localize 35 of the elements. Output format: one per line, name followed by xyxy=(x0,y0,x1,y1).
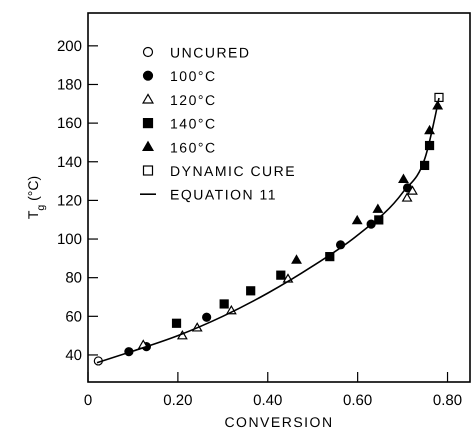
point xyxy=(220,299,229,309)
legend-label: EQUATION 11 xyxy=(170,186,278,203)
legend-label: UNCURED xyxy=(170,44,250,60)
y-tick-label: 200 xyxy=(56,38,82,55)
x-tick-label: 0 xyxy=(84,392,92,409)
y-tick-label: 60 xyxy=(65,308,82,326)
point xyxy=(276,270,286,280)
x-tick-label: 0.40 xyxy=(253,392,282,409)
point xyxy=(202,312,212,322)
y-tick-label: 40 xyxy=(65,346,82,364)
x-axis-title: CONVERSION xyxy=(224,414,334,430)
point xyxy=(402,192,412,202)
y-tick-label: 80 xyxy=(65,270,82,287)
point xyxy=(352,215,362,224)
legend-label: 120°C xyxy=(170,92,217,108)
point xyxy=(246,286,256,296)
point xyxy=(407,186,418,195)
x-tick-label: 0.60 xyxy=(343,392,372,409)
y-tick-label: 140 xyxy=(56,154,82,171)
legend-label: 140°C xyxy=(170,116,217,132)
x-tick-label: 0.80 xyxy=(432,392,462,409)
point xyxy=(172,318,182,328)
x-tick-label: 0.20 xyxy=(163,392,192,409)
point xyxy=(424,125,435,134)
point xyxy=(372,204,383,213)
legend-label: 160°C xyxy=(170,139,217,156)
y-tick-label: 120 xyxy=(56,192,82,210)
point xyxy=(434,92,444,102)
point xyxy=(292,254,302,264)
point xyxy=(398,174,408,183)
legend-label: DYNAMIC CURE xyxy=(170,163,296,179)
y-tick-label: 160 xyxy=(56,115,82,132)
y-tick-label: 100 xyxy=(56,231,82,248)
y-tick-label: 180 xyxy=(56,76,82,94)
legend-label: 100°C xyxy=(170,68,217,84)
